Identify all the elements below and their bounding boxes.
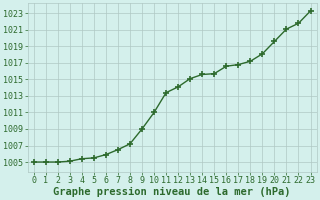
X-axis label: Graphe pression niveau de la mer (hPa): Graphe pression niveau de la mer (hPa) xyxy=(53,186,291,197)
